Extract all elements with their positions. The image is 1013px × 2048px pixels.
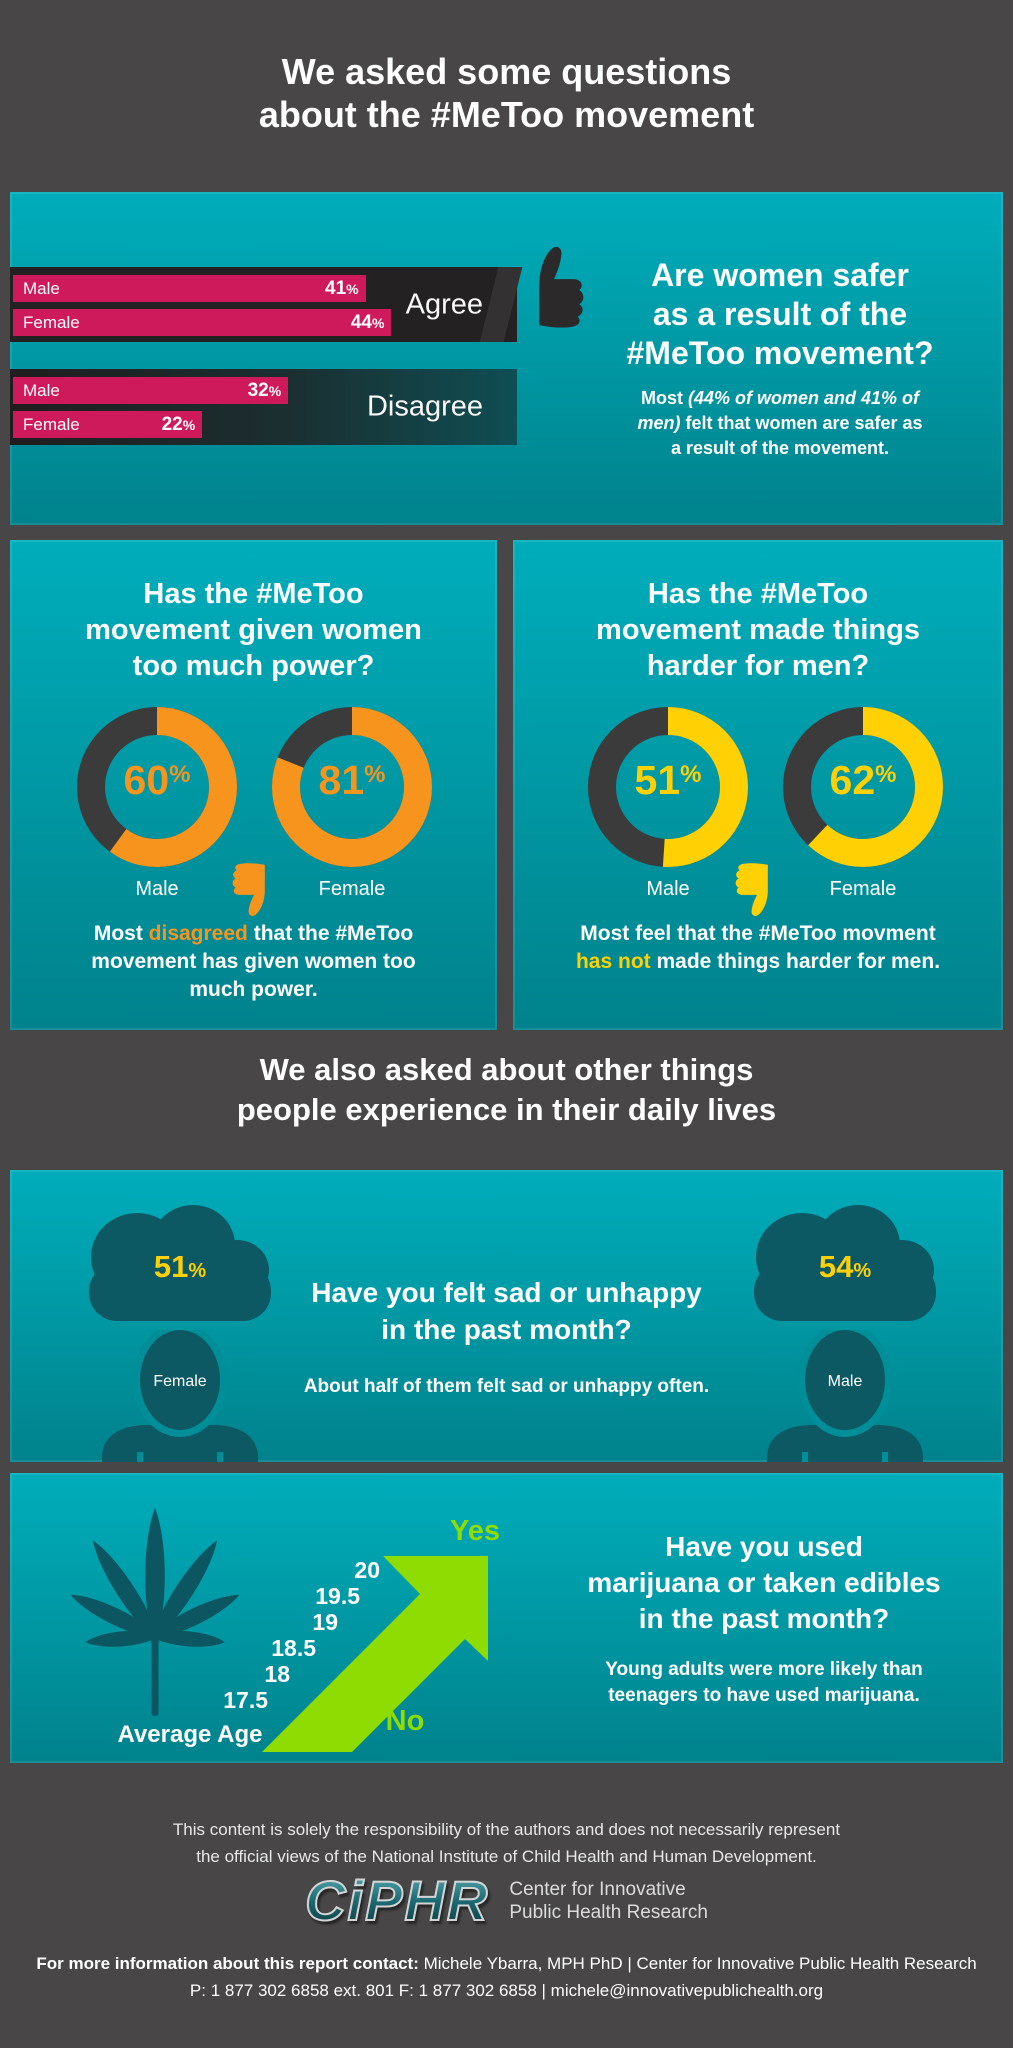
cloud-icon <box>89 1205 271 1321</box>
bar-label: Male <box>23 278 60 298</box>
contact-line-1: For more information about this report c… <box>36 1954 977 1973</box>
donut-value: 60% <box>123 757 191 803</box>
donut-chart-female: 62% <box>778 702 948 872</box>
logo-row: CiPHR Center for Innovative Public Healt… <box>0 1868 1013 1933</box>
disagree-label: Disagree <box>366 390 483 423</box>
bar-label: Male <box>23 380 60 400</box>
axis-label: Average Age <box>117 1721 263 1748</box>
no-label: No <box>385 1705 425 1737</box>
age-tick: 18.5 <box>271 1635 316 1661</box>
section-title-daily-lives: We also asked about other things people … <box>236 1052 777 1127</box>
age-tick: 19.5 <box>315 1583 360 1609</box>
bar-label: Female <box>23 312 80 332</box>
donut-ring <box>588 707 748 867</box>
panel-marijuana: 20 19.5 19 18.5 18 17.5 Yes No Average A… <box>10 1473 1003 1763</box>
donut-ring <box>272 707 432 867</box>
panel-harder-for-men: Has the #MeToo movement made things hard… <box>513 540 1003 1030</box>
panel-women-safer: Agree Male 41% Female 44% Disagree Male … <box>10 192 1003 525</box>
cloud-icon <box>754 1205 936 1321</box>
contact-block: For more information about this report c… <box>0 1950 1013 2004</box>
question-too-much-power: Has the #MeToo movement given women too … <box>85 578 422 682</box>
figure-male: 54% Male <box>750 1195 940 1462</box>
donut-value: 62% <box>829 757 897 803</box>
age-tick: 20 <box>354 1557 380 1583</box>
donut-chart-male: 60% <box>72 702 242 872</box>
bar-male-disagree: Male 32% <box>13 377 289 404</box>
contact-line-2: P: 1 877 302 6858 ext. 801 F: 1 877 302 … <box>189 1981 824 2000</box>
figure-female: 51% Female <box>85 1195 275 1462</box>
cloud-percentage: 54% <box>818 1249 872 1284</box>
donut-label-female: Female <box>318 878 386 900</box>
donut-ring <box>77 707 237 867</box>
agree-band: Agree Male 41% Female 44% <box>10 267 523 342</box>
logo-caption: Center for Innovative Public Health Rese… <box>509 1878 708 1923</box>
band-sliver-decoration <box>479 267 523 342</box>
bar-row: Male 32% <box>13 377 289 404</box>
yes-label: Yes <box>450 1515 500 1547</box>
question-women-safer: Are women safer as a result of the #MeTo… <box>626 257 934 371</box>
donut-value: 81% <box>318 757 386 803</box>
age-tick: 18 <box>264 1661 290 1687</box>
thumbs-down-icon <box>232 863 265 916</box>
trend-arrow-icon <box>262 1556 488 1752</box>
age-tick: 17.5 <box>223 1687 268 1713</box>
thumbs-up-icon <box>539 246 584 328</box>
question-marijuana: Have you used marijuana or taken edibles… <box>587 1531 941 1634</box>
person-icon <box>767 1330 923 1462</box>
thumbs-down-icon <box>735 863 768 916</box>
question-sad-unhappy: Have you felt sad or unhappy in the past… <box>311 1277 702 1345</box>
agree-label: Agree <box>405 288 483 320</box>
marijuana-leaf-icon <box>70 1508 240 1716</box>
answer-women-safer: Most (44% of women and 41% of men) felt … <box>637 388 923 458</box>
bar-value: 32% <box>247 379 282 401</box>
caption-sad-unhappy: About half of them felt sad or unhappy o… <box>303 1376 710 1397</box>
age-tick: 19 <box>312 1609 338 1635</box>
bar-row: Male 41% <box>13 275 366 302</box>
bar-value: 41% <box>325 277 359 299</box>
donut-value: 51% <box>634 757 702 803</box>
bar-female-agree: Female 44% <box>13 309 392 336</box>
panel-sad-unhappy: 51% Female 54% <box>10 1170 1003 1462</box>
donut-chart-male: 51% <box>583 702 753 872</box>
bar-value: 22% <box>161 413 196 435</box>
question-harder-for-men: Has the #MeToo movement made things hard… <box>596 578 920 682</box>
donut-chart-female: 81% <box>267 702 437 872</box>
bar-female-disagree: Female 22% <box>13 411 203 438</box>
cloud-percentage: 51% <box>153 1249 207 1284</box>
bar-row: Female 44% <box>13 309 392 336</box>
bar-row: Female 22% <box>13 411 203 438</box>
person-icon <box>102 1330 258 1462</box>
bar-value: 44% <box>350 311 385 333</box>
figure-label: Female <box>153 1373 207 1390</box>
ciphr-logo: CiPHR <box>304 1868 490 1933</box>
donut-ring <box>783 707 943 867</box>
disagree-band: Disagree Male 32% Female 22% <box>10 369 517 445</box>
page-title: We asked some questions about the #MeToo… <box>258 51 755 135</box>
panel-too-much-power: Has the #MeToo movement given women too … <box>10 540 497 1030</box>
caption-marijuana: Young adults were more likely than teena… <box>605 1659 923 1706</box>
figure-label: Male <box>827 1373 863 1390</box>
bar-male-agree: Male 41% <box>13 275 366 302</box>
donut-label-male: Male <box>646 878 690 900</box>
donut-label-male: Male <box>135 878 179 900</box>
disclaimer-text: This content is solely the responsibilit… <box>172 1820 841 1866</box>
donut-label-female: Female <box>829 878 897 900</box>
bar-label: Female <box>23 414 80 434</box>
caption-too-much-power: Most disagreed that the #MeToo movement … <box>91 922 416 1001</box>
caption-harder-for-men: Most feel that the #MeToo movment has no… <box>575 922 941 973</box>
